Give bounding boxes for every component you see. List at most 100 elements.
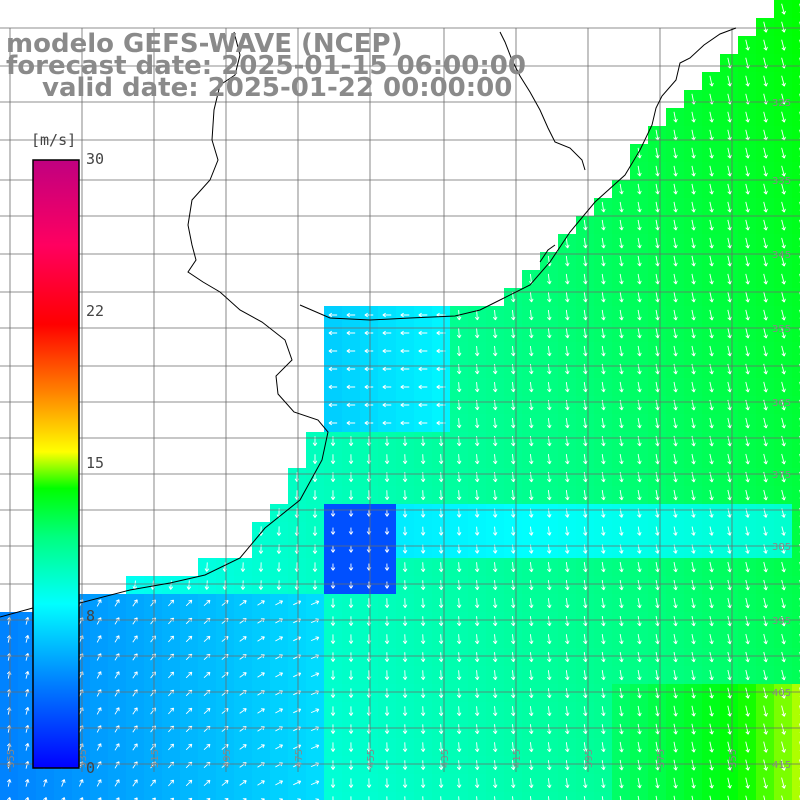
wind-arrow <box>456 328 462 339</box>
wind-arrow <box>727 489 732 501</box>
wind-arrow <box>438 598 444 609</box>
wind-arrow <box>456 652 462 663</box>
wind-arrow <box>745 291 750 303</box>
wind-arrow <box>25 797 30 800</box>
forecast-date: forecast date: 2025-01-15 06:00:00 <box>6 51 526 81</box>
wind-arrow <box>492 418 498 429</box>
wind-arrow <box>781 687 786 699</box>
wind-arrow <box>619 687 624 699</box>
wind-arrow <box>384 688 390 698</box>
wind-arrow <box>637 561 642 573</box>
wind-arrow <box>456 778 462 788</box>
wind-arrow <box>456 616 462 627</box>
wind-arrow <box>185 779 193 787</box>
wind-arrow <box>583 562 588 573</box>
wind-arrow <box>709 345 714 357</box>
wind-arrow <box>709 723 714 735</box>
wind-cell <box>576 792 595 800</box>
lon-label: 395 <box>584 749 595 768</box>
wind-arrow <box>763 39 768 51</box>
wind-cell <box>792 54 800 73</box>
wind-arrow <box>293 780 302 786</box>
wind-arrow <box>709 795 712 800</box>
wind-arrow <box>673 597 678 609</box>
wind-arrow <box>510 526 516 536</box>
wind-arrow <box>583 616 588 627</box>
wind-arrow <box>655 255 660 267</box>
wind-arrow <box>456 382 462 393</box>
wind-arrow <box>348 688 354 698</box>
wind-arrow <box>382 420 392 426</box>
wind-arrow <box>310 708 320 714</box>
wind-arrow <box>763 669 768 681</box>
wind-cell <box>792 576 800 595</box>
colorbar-gradient <box>32 159 80 769</box>
wind-arrow <box>348 598 354 608</box>
wind-arrow <box>781 561 786 573</box>
wind-arrow <box>709 417 714 429</box>
wind-arrow <box>583 237 588 249</box>
wind-cell <box>792 504 800 523</box>
wind-arrow <box>619 489 624 501</box>
wind-arrow <box>438 760 444 770</box>
lon-label: 455 <box>366 749 377 768</box>
wind-arrow <box>114 743 120 751</box>
wind-arrow <box>382 348 392 354</box>
wind-arrow <box>168 671 175 679</box>
wind-arrow <box>619 237 624 249</box>
wind-arrow <box>402 454 408 465</box>
wind-arrow <box>402 688 408 698</box>
wind-arrow <box>384 652 390 662</box>
wind-arrow <box>364 330 374 336</box>
wind-arrow <box>601 291 606 303</box>
wind-arrow <box>328 402 338 408</box>
wind-arrow <box>655 147 660 159</box>
wind-arrow <box>258 562 264 572</box>
lat-label: 325 <box>772 98 791 109</box>
wind-arrow <box>348 724 354 734</box>
wind-arrow <box>529 580 534 591</box>
wind-cell <box>432 792 451 800</box>
wind-arrow <box>114 599 120 607</box>
wind-arrow <box>203 635 211 643</box>
wind-arrow <box>529 291 534 303</box>
wind-arrow <box>402 526 408 536</box>
wind-arrow <box>420 670 426 680</box>
wind-arrow <box>601 345 606 357</box>
wind-arrow <box>456 526 462 536</box>
wind-arrow <box>115 797 120 800</box>
wind-arrow <box>310 672 320 678</box>
wind-arrow <box>565 291 570 303</box>
colorbar <box>32 159 80 769</box>
wind-arrow <box>547 616 552 627</box>
wind-arrow <box>438 454 444 465</box>
wind-arrow <box>456 634 462 645</box>
wind-arrow <box>492 598 498 609</box>
wind-arrow <box>456 724 462 735</box>
wind-arrow <box>96 707 102 715</box>
wind-arrow <box>418 420 428 426</box>
wind-arrow <box>203 671 211 679</box>
wind-arrow <box>547 652 552 663</box>
wind-arrow <box>529 490 534 501</box>
wind-arrow <box>781 651 786 663</box>
wind-arrow <box>132 725 138 733</box>
wind-cell <box>234 792 253 800</box>
wind-arrow <box>745 561 750 573</box>
wind-arrow <box>763 381 768 393</box>
wind-arrow <box>709 201 714 213</box>
wind-arrow <box>691 561 696 573</box>
wind-arrow <box>691 417 696 429</box>
wind-arrow <box>492 760 498 771</box>
wind-arrow <box>763 526 768 536</box>
wind-arrow <box>310 744 320 750</box>
wind-arrow <box>763 615 768 627</box>
wind-arrow <box>474 634 480 645</box>
wind-arrow <box>655 183 660 195</box>
wind-arrow <box>204 580 210 590</box>
wind-arrow <box>781 759 786 771</box>
wind-arrow <box>655 741 660 753</box>
wind-arrow <box>565 796 568 800</box>
wind-arrow <box>691 219 696 231</box>
wind-arrow <box>745 381 750 393</box>
